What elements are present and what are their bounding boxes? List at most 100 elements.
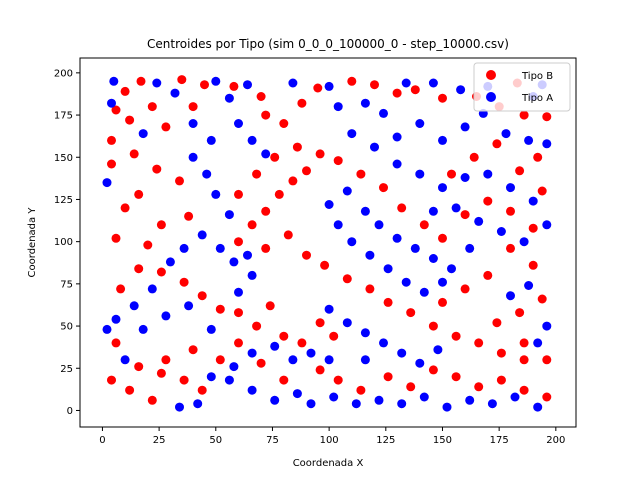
point-tipo-a-7 — [324, 81, 334, 91]
points-layer — [102, 75, 552, 412]
point-tipo-a-39 — [329, 392, 339, 402]
point-tipo-b-85 — [234, 189, 243, 199]
point-tipo-b-97 — [496, 348, 506, 358]
legend-label-tipo-a: Tipo A — [521, 93, 553, 104]
point-tipo-a-96 — [175, 402, 184, 412]
point-tipo-a-120 — [261, 149, 271, 159]
point-tipo-a-104 — [324, 355, 334, 365]
point-tipo-b-116 — [483, 270, 493, 280]
point-tipo-b-53 — [179, 375, 189, 385]
point-tipo-b-95 — [451, 331, 461, 341]
point-tipo-b-37 — [116, 284, 126, 294]
point-tipo-a-73 — [392, 132, 402, 142]
point-tipo-b-120 — [515, 308, 525, 318]
point-tipo-a-103 — [306, 348, 316, 358]
point-tipo-b-104 — [483, 196, 493, 206]
point-tipo-a-61 — [383, 264, 393, 274]
point-tipo-b-17 — [392, 88, 402, 98]
point-tipo-a-113 — [533, 338, 543, 348]
point-tipo-b-105 — [506, 206, 515, 216]
point-tipo-a-75 — [438, 135, 447, 145]
point-tipo-a-105 — [234, 287, 243, 297]
point-tipo-b-25 — [533, 152, 543, 162]
point-tipo-a-118 — [234, 119, 243, 128]
point-tipo-a-67 — [360, 328, 370, 338]
point-tipo-b-121 — [492, 318, 502, 328]
point-tipo-b-15 — [347, 76, 357, 86]
x-axis-label: Coordenada X — [293, 458, 364, 469]
point-tipo-a-69 — [397, 348, 407, 358]
point-tipo-a-62 — [401, 277, 411, 287]
x-axis-ticks: 0 25 50 75 100 125 150 175 200 — [99, 427, 565, 446]
point-tipo-a-106 — [247, 270, 257, 280]
point-tipo-b-62 — [256, 358, 266, 368]
point-tipo-b-68 — [406, 382, 416, 392]
point-tipo-b-70 — [451, 372, 461, 382]
point-tipo-a-84 — [415, 169, 425, 179]
point-tipo-a-83 — [392, 159, 402, 169]
point-tipo-a-41 — [374, 395, 384, 405]
point-tipo-b-111 — [379, 183, 388, 193]
point-tipo-b-103 — [537, 186, 547, 196]
point-tipo-b-108 — [438, 233, 447, 243]
point-tipo-a-108 — [215, 243, 225, 253]
point-tipo-a-40 — [351, 399, 361, 409]
point-tipo-a-42 — [397, 399, 407, 409]
point-tipo-b-13 — [297, 98, 307, 108]
point-tipo-a-76 — [460, 122, 470, 132]
point-tipo-b-34 — [184, 211, 194, 221]
point-tipo-a-1 — [152, 78, 162, 88]
x-tick-label-50: 50 — [209, 435, 222, 446]
point-tipo-b-47 — [297, 338, 307, 348]
point-tipo-b-3 — [120, 86, 130, 96]
point-tipo-a-26 — [165, 257, 175, 267]
point-tipo-b-39 — [156, 267, 166, 277]
y-tick-label-175: 175 — [54, 111, 73, 122]
point-tipo-a-35 — [247, 385, 257, 395]
point-tipo-b-12 — [279, 119, 289, 128]
point-tipo-b-56 — [107, 375, 116, 385]
point-tipo-b-45 — [265, 301, 275, 311]
x-tick-label-75: 75 — [266, 435, 279, 446]
point-tipo-a-92 — [496, 227, 506, 236]
point-tipo-b-52 — [156, 368, 166, 378]
point-tipo-a-54 — [410, 243, 420, 253]
point-tipo-a-13 — [456, 85, 466, 95]
x-tick-label-125: 125 — [376, 435, 395, 446]
point-tipo-b-48 — [315, 318, 325, 328]
point-tipo-b-11 — [261, 110, 271, 120]
y-tick-label-0: 0 — [67, 406, 73, 417]
point-tipo-a-110 — [506, 291, 515, 301]
point-tipo-a-28 — [129, 301, 139, 311]
point-tipo-b-123 — [542, 355, 552, 365]
point-tipo-b-118 — [438, 297, 447, 307]
point-tipo-a-81 — [347, 129, 357, 139]
point-tipo-b-51 — [134, 362, 144, 372]
point-tipo-b-90 — [342, 274, 352, 284]
point-tipo-b-36 — [111, 233, 121, 243]
point-tipo-b-99 — [447, 169, 456, 179]
point-tipo-a-32 — [184, 301, 194, 311]
point-tipo-b-79 — [288, 176, 298, 186]
point-tipo-b-50 — [111, 338, 121, 348]
point-tipo-a-23 — [224, 210, 234, 220]
point-tipo-a-2 — [170, 88, 180, 98]
point-tipo-a-3 — [211, 76, 221, 86]
point-tipo-b-8 — [188, 102, 198, 112]
point-tipo-b-69 — [428, 365, 438, 375]
point-tipo-b-87 — [283, 230, 293, 240]
point-tipo-a-87 — [483, 169, 493, 179]
point-tipo-a-112 — [542, 321, 552, 331]
point-tipo-b-72 — [496, 375, 506, 385]
point-tipo-a-45 — [465, 395, 475, 405]
point-tipo-b-43 — [234, 308, 243, 318]
x-tick-label-150: 150 — [433, 435, 452, 446]
point-tipo-b-92 — [383, 297, 393, 307]
point-tipo-a-10 — [379, 108, 388, 118]
point-tipo-b-112 — [356, 169, 366, 179]
point-tipo-b-33 — [156, 220, 166, 230]
point-tipo-b-75 — [234, 237, 243, 247]
y-tick-label-75: 75 — [60, 279, 73, 290]
point-tipo-a-68 — [379, 338, 388, 348]
